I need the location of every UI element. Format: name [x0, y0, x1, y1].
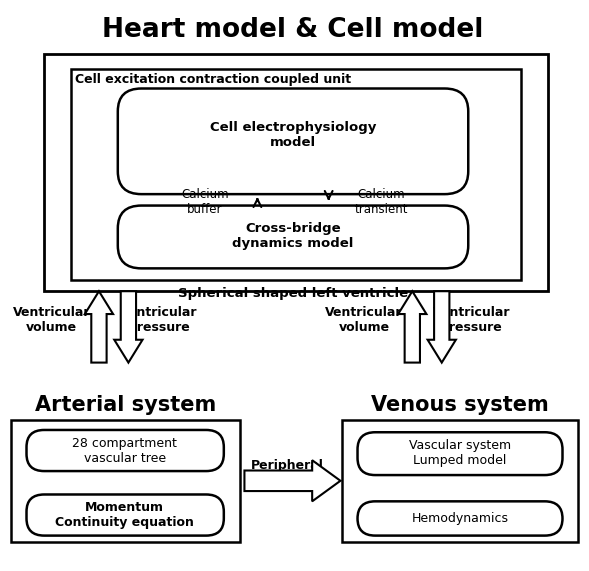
Text: Heart model & Cell model: Heart model & Cell model: [102, 17, 484, 43]
Polygon shape: [398, 291, 426, 363]
Text: Ventricular
pressure: Ventricular pressure: [432, 305, 510, 334]
Bar: [44, 54, 548, 291]
Text: 28 compartment
vascular tree: 28 compartment vascular tree: [72, 436, 177, 465]
FancyBboxPatch shape: [358, 501, 562, 536]
Polygon shape: [428, 291, 456, 363]
Bar: [11, 420, 240, 542]
FancyBboxPatch shape: [358, 432, 562, 475]
FancyBboxPatch shape: [118, 89, 468, 194]
Text: Ventricular
volume: Ventricular volume: [13, 305, 91, 334]
FancyBboxPatch shape: [27, 430, 224, 471]
Polygon shape: [85, 291, 113, 363]
Text: Cell electrophysiology
model: Cell electrophysiology model: [210, 120, 376, 149]
Text: Cross-bridge
dynamics model: Cross-bridge dynamics model: [232, 222, 353, 251]
Text: Hemodynamics: Hemodynamics: [412, 512, 508, 525]
Bar: [342, 420, 578, 542]
Text: Arterial system: Arterial system: [35, 395, 216, 416]
Text: Calcium
transient: Calcium transient: [355, 188, 408, 216]
Text: Spherical shaped left ventricle: Spherical shaped left ventricle: [178, 287, 408, 300]
Text: Venous system: Venous system: [371, 395, 549, 416]
FancyBboxPatch shape: [118, 206, 468, 268]
Text: Ventricular
volume: Ventricular volume: [325, 305, 403, 334]
Text: Calcium
buffer: Calcium buffer: [181, 188, 229, 216]
Text: Cell excitation contraction coupled unit: Cell excitation contraction coupled unit: [75, 73, 351, 86]
Text: Momentum
Continuity equation: Momentum Continuity equation: [55, 501, 194, 529]
Bar: [71, 69, 521, 280]
FancyBboxPatch shape: [27, 494, 224, 536]
Polygon shape: [244, 460, 340, 501]
Text: Vascular system
Lumped model: Vascular system Lumped model: [409, 439, 511, 468]
Polygon shape: [114, 291, 143, 363]
Text: Peripheral
pressure: Peripheral pressure: [250, 459, 323, 487]
Text: Ventricular
pressure: Ventricular pressure: [120, 305, 198, 334]
